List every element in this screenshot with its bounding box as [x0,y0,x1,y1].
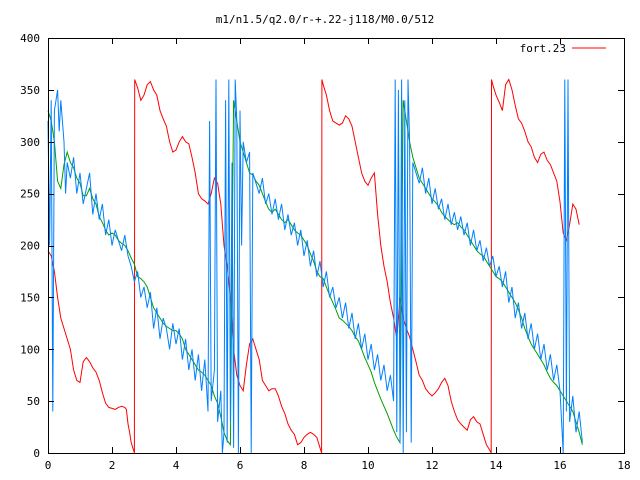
x-tick-label: 10 [361,459,374,472]
x-tick-label: 16 [553,459,566,472]
series-layer [47,78,583,454]
legend-label-fort-23: fort.23 [520,42,566,55]
x-tick-label: 2 [109,459,116,472]
series-line-2 [47,100,583,447]
x-tick-label: 4 [173,459,180,472]
y-tick-label: 400 [20,32,40,45]
x-tick-label: 14 [489,459,503,472]
chart-title: m1/n1.5/q2.0/r-+.22-j118/M0.0/512 [216,13,435,26]
series-line-3 [47,79,583,454]
y-tick-label: 100 [20,343,40,356]
legend: fort.23 [520,42,606,55]
y-tick-label: 50 [27,395,40,408]
x-tick-label: 8 [301,459,308,472]
axis-ticks: 0 2 4 6 8 10 12 14 16 18 0 50 100 150 200 250 300 350 400 [20,32,631,472]
x-tick-label: 18 [617,459,630,472]
x-tick-label: 12 [425,459,438,472]
y-tick-label: 200 [20,240,40,253]
y-tick-label: 150 [20,291,40,304]
y-tick-label: 300 [20,136,40,149]
y-tick-label: 250 [20,188,40,201]
x-tick-label: 0 [45,459,52,472]
y-tick-label: 350 [20,84,40,97]
x-tick-label: 6 [237,459,244,472]
y-tick-label: 0 [33,447,40,460]
